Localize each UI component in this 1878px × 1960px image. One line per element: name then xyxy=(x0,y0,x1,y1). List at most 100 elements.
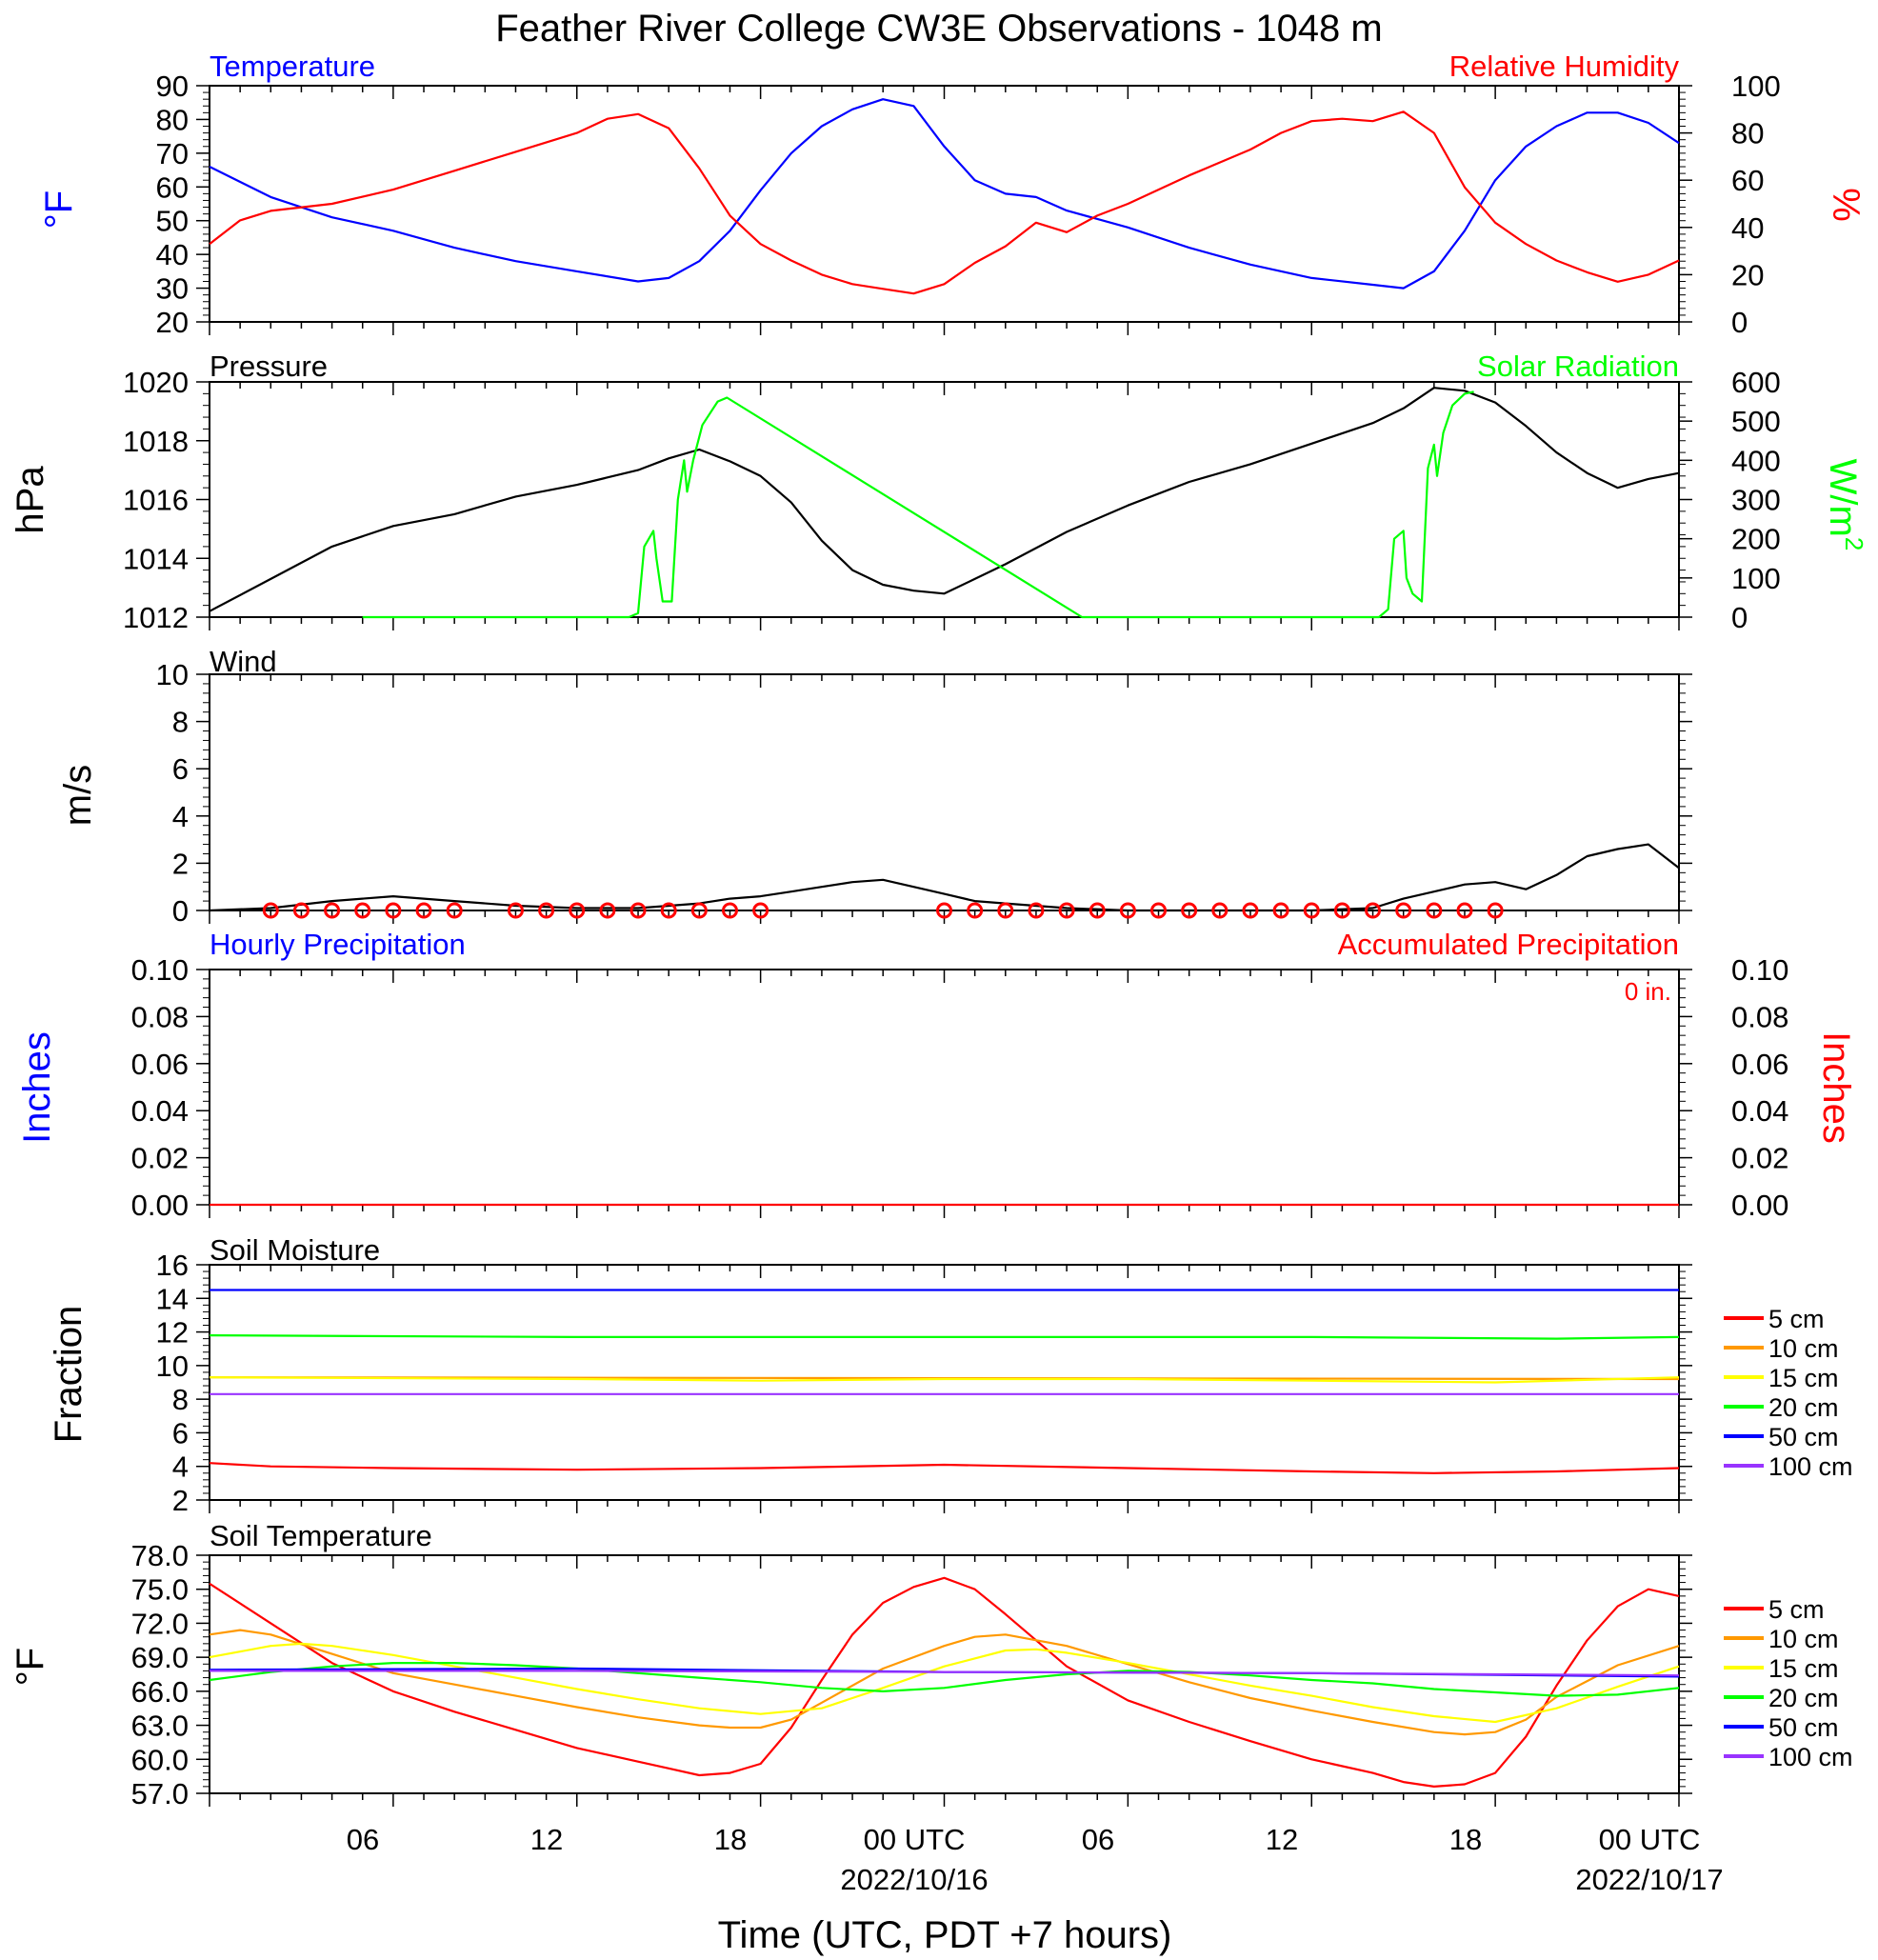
temperature-axis-label: °F xyxy=(38,190,80,229)
soil-moisture-panel-title: Soil Moisture xyxy=(210,1233,380,1267)
wind-panel-title: Wind xyxy=(210,645,277,678)
x-date-label-0: 2022/10/16 xyxy=(840,1863,988,1896)
series-line-green-1 xyxy=(362,390,1474,619)
calm-wind-marker xyxy=(997,902,1014,919)
panel-frame xyxy=(209,85,1680,323)
accumulated-precip-axis-label: Inches xyxy=(1815,1031,1857,1144)
calm-wind-marker xyxy=(660,902,677,919)
panel-precipitation: 0.00 0.02 0.04 0.06 0.08 0.10 0.00 0.02 0.04 0.06… xyxy=(131,953,1789,1222)
y-right-tick-label: 80 xyxy=(1731,117,1764,150)
y-tick-label: 0.08 xyxy=(131,1000,189,1033)
y-tick-label: 8 xyxy=(172,706,189,739)
wind-axis-label: m/s xyxy=(57,765,99,826)
legend-label: 10 cm xyxy=(1768,1334,1839,1363)
y-tick-label: 6 xyxy=(172,752,189,786)
legend-label: 100 cm xyxy=(1768,1743,1853,1771)
y-tick-label: 63.0 xyxy=(131,1710,189,1743)
y-right-tick-label: 100 xyxy=(1731,562,1781,595)
series-line-15cm xyxy=(209,1376,1680,1384)
calm-wind-marker xyxy=(752,902,769,919)
calm-wind-marker xyxy=(324,902,341,919)
series-line-20cm xyxy=(209,1333,1680,1340)
accumulated-precip-panel-title: Accumulated Precipitation xyxy=(1338,928,1679,961)
legend-label: 5 cm xyxy=(1768,1305,1825,1333)
y-tick-label: 6 xyxy=(172,1416,189,1450)
temperature-panel-title: Temperature xyxy=(210,50,375,83)
calm-wind-marker xyxy=(1365,902,1382,919)
y-right-tick-label: 400 xyxy=(1731,444,1781,477)
panel-wind: 0 2 4 6 8 10 xyxy=(156,658,1692,928)
y-tick-label: 1018 xyxy=(123,425,189,458)
x-tick-label-0: 06 xyxy=(347,1823,379,1856)
calm-wind-marker xyxy=(1028,902,1045,919)
figure-title: Feather River College CW3E Observations … xyxy=(495,8,1382,50)
calm-wind-marker xyxy=(599,902,616,919)
y-tick-label: 2 xyxy=(172,1484,189,1517)
relative-humidity-panel-title: Relative Humidity xyxy=(1449,50,1680,83)
panel-pressure_solar: 1012 1014 1016 1018 1020 0 100 200 300 400 500 600 xyxy=(123,366,1781,634)
panel-frame xyxy=(209,673,1680,911)
y-right-tick-label: 0.00 xyxy=(1731,1189,1788,1222)
y-tick-label: 10 xyxy=(156,1350,189,1383)
y-tick-label: 0 xyxy=(172,894,189,928)
series-line-100cm xyxy=(210,1670,1680,1677)
hourly-precip-axis-label: Inches xyxy=(16,1031,58,1144)
y-tick-label: 30 xyxy=(156,272,189,306)
y-tick-label: 16 xyxy=(156,1249,189,1282)
y-tick-label: 80 xyxy=(156,103,189,136)
y-right-tick-label: 40 xyxy=(1731,211,1764,245)
pressure-axis-label: hPa xyxy=(10,466,51,534)
panel-frame xyxy=(209,969,1680,1206)
y-right-tick-label: 600 xyxy=(1731,366,1781,399)
calm-wind-marker xyxy=(1333,902,1350,919)
hourly-precip-panel-title: Hourly Precipitation xyxy=(210,928,466,961)
calm-wind-marker xyxy=(1119,902,1136,919)
y-tick-label: 1020 xyxy=(123,366,189,399)
x-tick-label-2: 18 xyxy=(714,1823,747,1856)
calm-wind-marker xyxy=(967,902,984,919)
calm-wind-marker xyxy=(1150,902,1168,919)
soil-moisture-axis-label: Fraction xyxy=(48,1306,90,1444)
y-right-tick-label: 0.10 xyxy=(1731,953,1788,987)
calm-wind-marker xyxy=(292,902,310,919)
panel-frame xyxy=(209,381,1680,618)
solar-axis-unit: W/m xyxy=(1822,459,1864,537)
y-tick-label: 90 xyxy=(156,70,189,103)
calm-wind-marker xyxy=(1089,902,1106,919)
legend-label: 20 cm xyxy=(1768,1393,1839,1422)
calm-wind-marker xyxy=(538,902,555,919)
calm-wind-marker xyxy=(385,902,402,919)
solar-axis-unit-exponent: 2 xyxy=(1840,537,1868,550)
legend-label: 15 cm xyxy=(1768,1364,1839,1392)
legend-label: 50 cm xyxy=(1768,1423,1839,1451)
humidity-axis-label: % xyxy=(1825,188,1867,222)
series-line-black-0 xyxy=(209,843,1680,912)
legend-label: 50 cm xyxy=(1768,1713,1839,1742)
x-date-label-1: 2022/10/17 xyxy=(1575,1863,1723,1896)
calm-wind-marker xyxy=(1303,902,1320,919)
y-tick-label: 14 xyxy=(156,1282,189,1315)
calm-wind-marker xyxy=(415,902,432,919)
y-right-tick-label: 500 xyxy=(1731,405,1781,438)
y-tick-label: 72.0 xyxy=(131,1607,189,1640)
series-line-red-1 xyxy=(209,110,1680,295)
legend-label: 15 cm xyxy=(1768,1654,1839,1683)
y-tick-label: 75.0 xyxy=(131,1573,189,1607)
y-tick-label: 0.04 xyxy=(131,1094,189,1128)
y-tick-label: 70 xyxy=(156,137,189,170)
y-tick-label: 57.0 xyxy=(131,1777,189,1810)
calm-wind-marker xyxy=(1426,902,1443,919)
legend-label: 10 cm xyxy=(1768,1625,1839,1653)
series-line-blue-0 xyxy=(209,98,1680,290)
y-tick-label: 0.00 xyxy=(131,1189,189,1222)
y-tick-label: 2 xyxy=(172,847,189,880)
calm-wind-marker xyxy=(1395,902,1412,919)
calm-wind-marker xyxy=(1456,902,1473,919)
plot-layer: 2030405060708090020406080100101210141016… xyxy=(123,70,1853,1810)
y-right-tick-label: 0.02 xyxy=(1731,1142,1788,1175)
y-tick-label: 12 xyxy=(156,1316,189,1350)
series-line-10cm xyxy=(209,1629,1680,1736)
